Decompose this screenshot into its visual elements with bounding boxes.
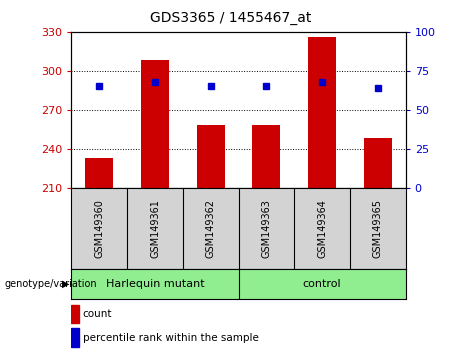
Bar: [364, 138, 392, 188]
Text: control: control: [303, 279, 342, 289]
Bar: [308, 37, 336, 188]
Text: GSM149362: GSM149362: [206, 199, 216, 258]
Bar: [253, 125, 280, 188]
Text: ▶: ▶: [62, 279, 70, 289]
Bar: [197, 125, 225, 188]
Bar: [71, 329, 78, 347]
Text: percentile rank within the sample: percentile rank within the sample: [83, 332, 259, 343]
Text: Harlequin mutant: Harlequin mutant: [106, 279, 204, 289]
Bar: [141, 61, 169, 188]
Text: count: count: [83, 309, 112, 319]
Text: GSM149363: GSM149363: [261, 199, 272, 258]
Text: GDS3365 / 1455467_at: GDS3365 / 1455467_at: [150, 11, 311, 25]
Text: genotype/variation: genotype/variation: [5, 279, 97, 289]
Text: GSM149361: GSM149361: [150, 199, 160, 258]
Text: GSM149365: GSM149365: [373, 199, 383, 258]
Text: GSM149360: GSM149360: [95, 199, 104, 258]
Text: GSM149364: GSM149364: [317, 199, 327, 258]
Bar: [71, 304, 78, 323]
Bar: [85, 158, 113, 188]
